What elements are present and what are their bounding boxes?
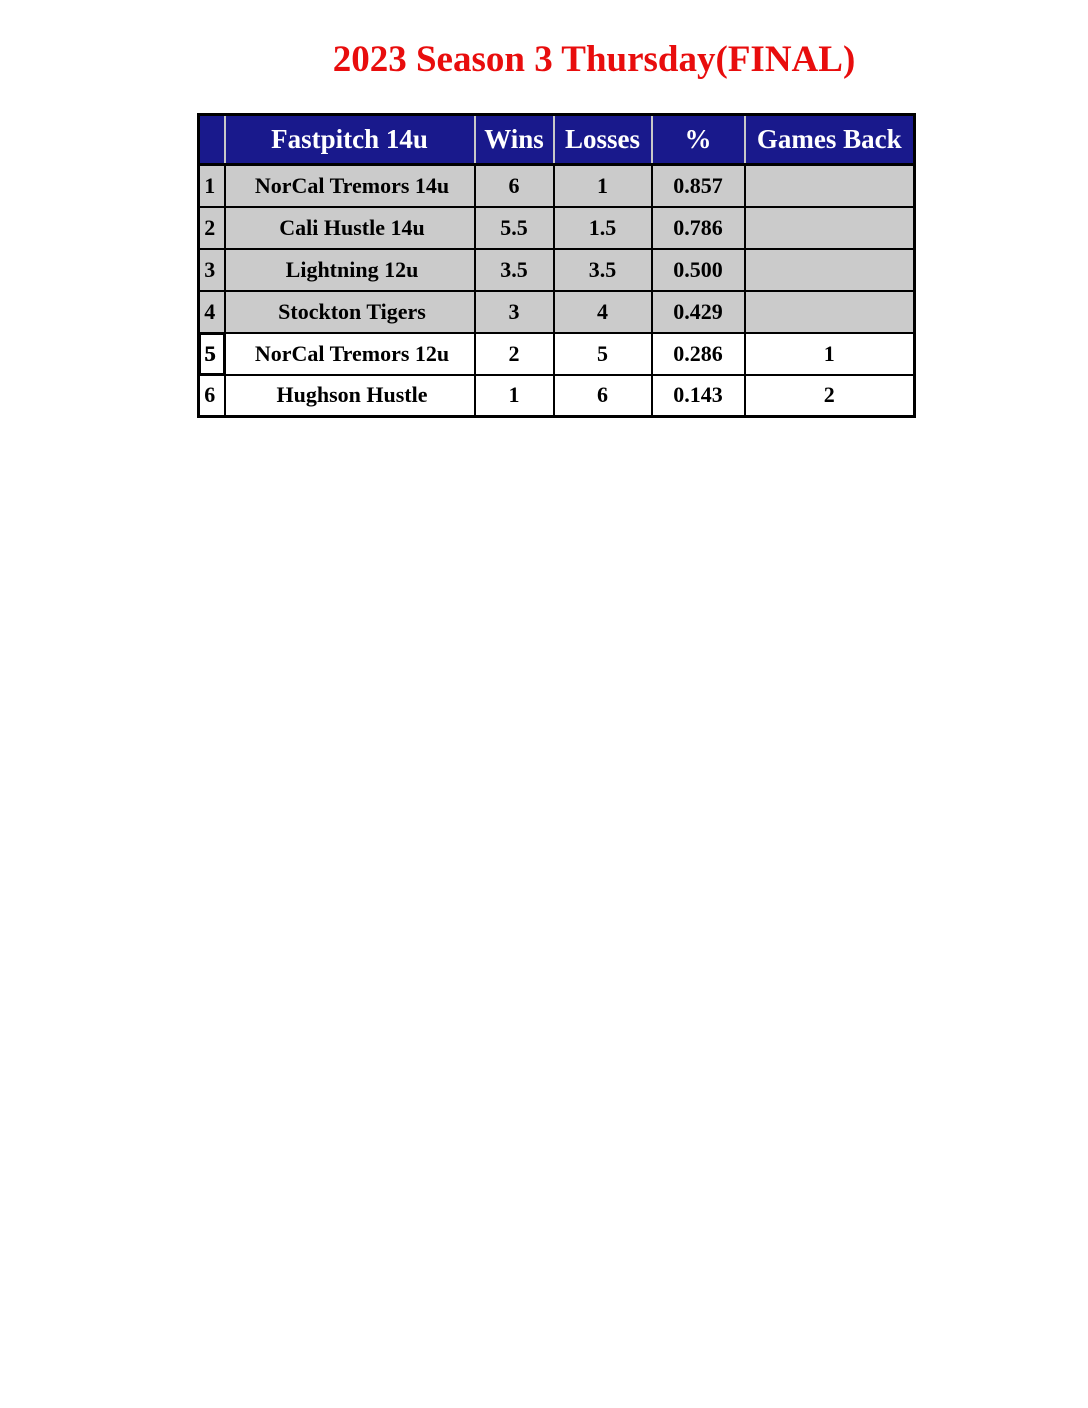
page-title: 2023 Season 3 Thursday(FINAL)	[332, 39, 856, 80]
col-header-rank	[198, 114, 226, 166]
pct-cell: 0.500	[650, 247, 746, 292]
losses-cell: 5	[552, 331, 653, 376]
rank-cell: 3	[197, 247, 226, 292]
table-row: 1 NorCal Tremors 14u 6 1 0.857	[197, 163, 916, 208]
table-row: 3 Lightning 12u 3.5 3.5 0.500	[197, 247, 916, 292]
rank-cell-active: 5	[197, 331, 226, 376]
pct-cell: 0.429	[650, 289, 746, 334]
games-back-cell	[743, 247, 916, 292]
team-cell: Stockton Tigers	[223, 289, 476, 334]
pct-cell: 0.786	[650, 205, 746, 250]
losses-cell: 1	[552, 163, 653, 208]
standings-table: Fastpitch 14u Wins Losses % Games Back 1…	[197, 113, 916, 418]
pct-cell: 0.286	[650, 331, 746, 376]
pct-cell: 0.143	[650, 373, 746, 418]
header-row: Fastpitch 14u Wins Losses % Games Back	[198, 114, 915, 166]
team-cell: Cali Hustle 14u	[223, 205, 476, 250]
rank-cell: 6	[197, 373, 226, 418]
wins-cell: 5.5	[473, 205, 555, 250]
col-header-team: Fastpitch 14u	[224, 114, 476, 166]
team-cell: Lightning 12u	[223, 247, 476, 292]
wins-cell: 1	[473, 373, 555, 418]
team-cell: Hughson Hustle	[223, 373, 476, 418]
games-back-cell	[743, 289, 916, 334]
col-header-wins: Wins	[474, 114, 555, 166]
games-back-cell	[743, 205, 916, 250]
table-row: 6 Hughson Hustle 1 6 0.143 2	[197, 373, 916, 418]
losses-cell: 4	[552, 289, 653, 334]
table-row: 5 NorCal Tremors 12u 2 5 0.286 1	[197, 331, 916, 376]
rank-cell: 2	[197, 205, 226, 250]
losses-cell: 1.5	[552, 205, 653, 250]
games-back-cell	[743, 163, 916, 208]
col-header-losses: Losses	[553, 114, 653, 166]
rank-cell: 1	[197, 163, 226, 208]
wins-cell: 3.5	[473, 247, 555, 292]
pct-cell: 0.857	[650, 163, 746, 208]
col-header-pct: %	[651, 114, 746, 166]
table-row: 2 Cali Hustle 14u 5.5 1.5 0.786	[197, 205, 916, 250]
table-body: 1 NorCal Tremors 14u 6 1 0.857 2 Cali Hu…	[197, 163, 916, 418]
games-back-cell: 1	[743, 331, 916, 376]
team-cell: NorCal Tremors 12u	[223, 331, 476, 376]
team-cell: NorCal Tremors 14u	[223, 163, 476, 208]
rank-cell: 4	[197, 289, 226, 334]
col-header-games-back: Games Back	[744, 114, 915, 166]
wins-cell: 2	[473, 331, 555, 376]
games-back-cell: 2	[743, 373, 916, 418]
wins-cell: 6	[473, 163, 555, 208]
table-header: Fastpitch 14u Wins Losses % Games Back	[198, 114, 915, 166]
losses-cell: 6	[552, 373, 653, 418]
table-row: 4 Stockton Tigers 3 4 0.429	[197, 289, 916, 334]
wins-cell: 3	[473, 289, 555, 334]
losses-cell: 3.5	[552, 247, 653, 292]
